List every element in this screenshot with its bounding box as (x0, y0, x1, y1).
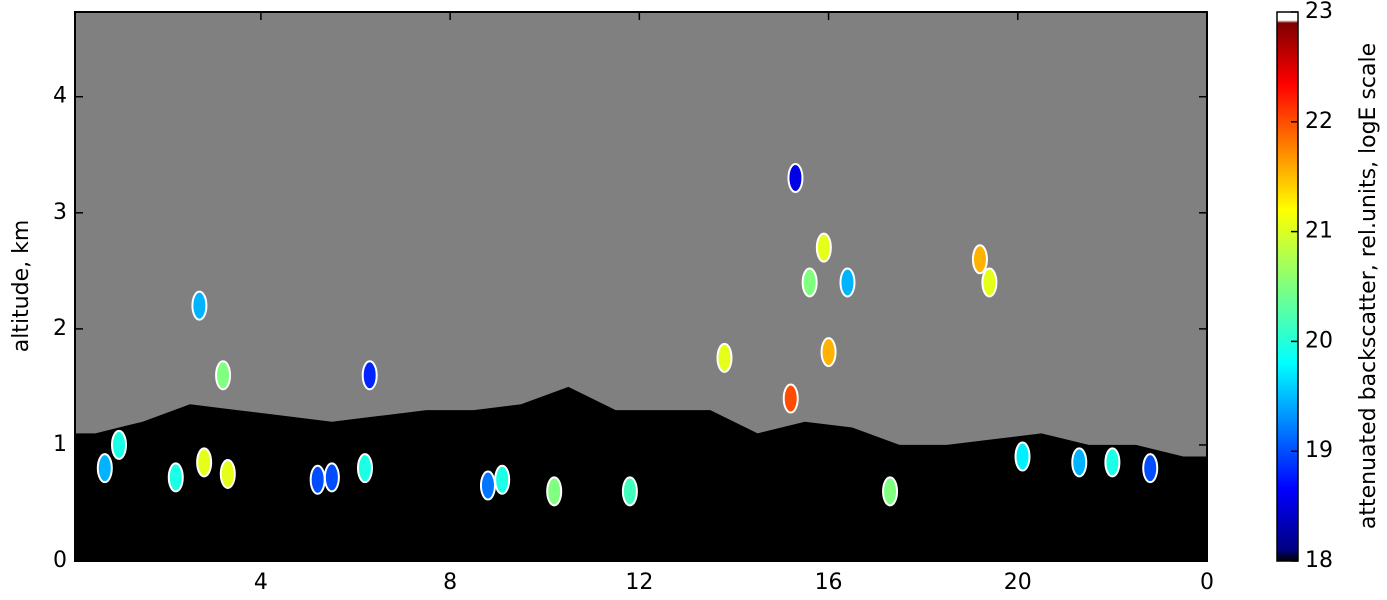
colorbar-tick-label: 22 (1305, 109, 1333, 134)
colorbar-tick-label: 18 (1305, 548, 1333, 573)
cloud-patch (839, 267, 856, 298)
plot-frame (74, 11, 1208, 562)
cloud-patch (1104, 447, 1121, 478)
cloud-patch (882, 476, 899, 507)
cloud-patch (323, 462, 340, 493)
aerosol-layer (75, 386, 1207, 561)
cloud-patch (1071, 447, 1088, 478)
cloud-patch (815, 232, 832, 263)
cloud-patch (546, 476, 563, 507)
cloud-patch (196, 447, 213, 478)
y-tick-label: 1 (53, 432, 67, 457)
cloud-patch (1142, 453, 1159, 484)
cloud-patch (820, 337, 837, 368)
x-tick-label: 12 (625, 570, 653, 595)
plot-area (75, 12, 1207, 561)
cloud-patch (219, 458, 236, 489)
colorbar-tick-label: 20 (1305, 328, 1333, 353)
cloud-patch (215, 360, 232, 391)
y-tick-label: 0 (53, 548, 67, 573)
colorbar-tick-label: 21 (1305, 219, 1333, 244)
cloud-patch (1014, 441, 1031, 472)
x-tick-label: 8 (443, 570, 457, 595)
cloud-patch (479, 470, 496, 501)
cloud-patch (96, 453, 113, 484)
colorbar-tick-label: 23 (1305, 0, 1333, 24)
cloud-patch (787, 162, 804, 193)
colorbar-tick-label: 19 (1305, 438, 1333, 463)
x-tick-label: 20 (1004, 570, 1032, 595)
cloud-patch (971, 244, 988, 275)
cloud-patch (716, 342, 733, 373)
y-axis-label: altitude, km (9, 220, 34, 353)
cloud-patch (361, 360, 378, 391)
y-tick-label: 2 (53, 316, 67, 341)
x-tick-label: 4 (254, 570, 268, 595)
cloud-patch (191, 290, 208, 321)
cloud-patch (782, 383, 799, 414)
cloud-patch (801, 267, 818, 298)
cloud-patch (621, 476, 638, 507)
cloud-patch (309, 464, 326, 495)
cloud-patch (981, 267, 998, 298)
cloud-patch (356, 453, 373, 484)
colorbar-label: attenuated backscatter, rel.units, logE … (1356, 43, 1381, 529)
x-tick-label: 0 (1200, 570, 1214, 595)
y-tick-label: 3 (53, 200, 67, 225)
colorbar (1276, 11, 1299, 562)
y-tick-label: 4 (53, 84, 67, 109)
cloud-patch (167, 462, 184, 493)
cloud-patch (494, 464, 511, 495)
x-tick-label: 16 (815, 570, 843, 595)
cloud-patch (110, 429, 127, 460)
